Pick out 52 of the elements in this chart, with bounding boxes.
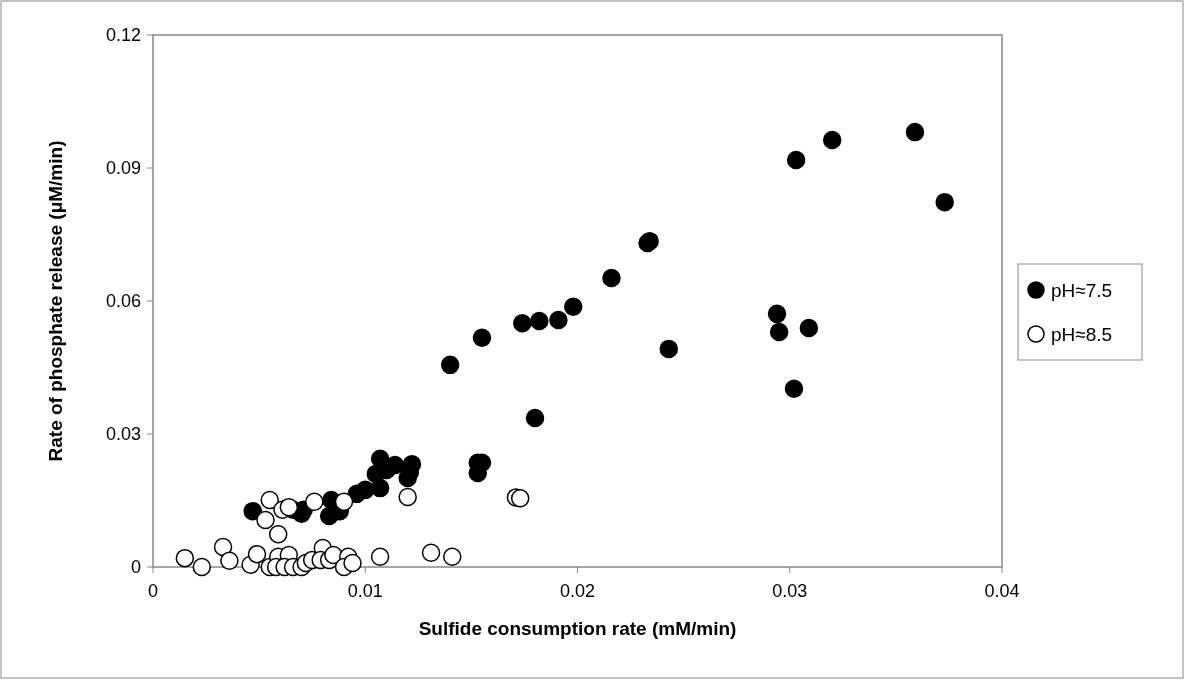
point: [268, 524, 288, 544]
point: [935, 192, 954, 212]
point: [247, 544, 267, 564]
point: [356, 480, 375, 500]
y-tick-label: 0.06: [105, 291, 141, 311]
x-tick-label: 0.02: [559, 581, 596, 601]
point: [343, 553, 362, 573]
point: [175, 548, 195, 568]
point: [549, 310, 568, 330]
point: [305, 492, 324, 512]
legend-label: pH≈8.5: [1051, 324, 1113, 345]
y-tick-label: 0.09: [105, 158, 141, 178]
point: [334, 492, 354, 512]
x-tick-label: 0.04: [984, 581, 1020, 601]
legend-label: pH≈7.5: [1051, 280, 1113, 301]
point: [279, 497, 299, 517]
point: [192, 557, 212, 577]
point: [220, 551, 239, 571]
point: [786, 150, 806, 170]
point: [440, 355, 460, 375]
y-tick-label: 0.03: [105, 424, 141, 444]
point: [513, 313, 532, 333]
point: [443, 547, 462, 567]
point: [564, 297, 583, 317]
point: [905, 122, 925, 142]
point: [472, 328, 492, 348]
x-axis-title: Sulfide consumption rate (mM/min): [418, 618, 737, 639]
point: [256, 510, 275, 530]
point: [421, 543, 441, 563]
point: [402, 454, 422, 474]
point: [822, 130, 842, 150]
point: [530, 311, 549, 331]
y-axis-title: Rate of phosphate release (μM/min): [45, 140, 66, 462]
point: [260, 490, 279, 510]
point: [767, 304, 787, 324]
y-tick-label: 0: [130, 557, 141, 577]
point: [213, 537, 233, 557]
point: [510, 489, 530, 508]
point: [370, 478, 390, 498]
x-tick-label: 0.01: [347, 581, 383, 601]
y-tick-label: 0.12: [105, 25, 141, 45]
point: [784, 379, 804, 399]
point: [659, 339, 679, 359]
x-tick-label: 0: [147, 581, 159, 601]
point: [370, 547, 390, 567]
point: [602, 268, 621, 288]
point: [799, 318, 819, 338]
point: [243, 501, 263, 521]
point: [769, 322, 789, 342]
x-tick-label: 0.03: [772, 581, 808, 601]
point: [398, 487, 417, 507]
point: [525, 408, 545, 428]
